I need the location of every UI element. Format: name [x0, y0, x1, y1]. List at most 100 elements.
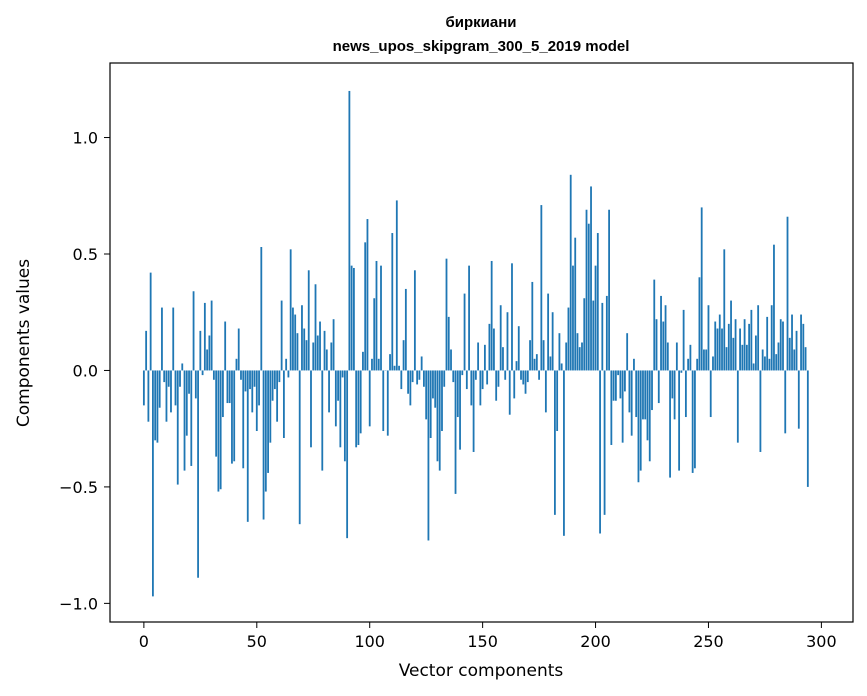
bar	[786, 216, 789, 371]
bar	[303, 328, 306, 371]
bar	[330, 342, 333, 371]
bar	[703, 349, 705, 371]
bar	[319, 321, 321, 371]
bar	[721, 328, 723, 371]
bar	[386, 370, 389, 436]
bar	[736, 370, 739, 443]
bar	[147, 370, 150, 422]
bar	[450, 349, 452, 371]
bar	[651, 370, 653, 411]
bar	[273, 370, 276, 390]
bar	[773, 244, 775, 371]
bar	[558, 333, 561, 371]
bar	[502, 347, 504, 371]
bar	[224, 321, 227, 371]
bar	[260, 247, 263, 371]
bar	[158, 370, 161, 408]
bar	[576, 333, 579, 371]
bar	[454, 370, 457, 494]
bar	[400, 370, 403, 390]
bar	[689, 344, 692, 371]
bar	[258, 370, 260, 406]
bar	[535, 354, 538, 371]
bar	[732, 337, 735, 371]
bar	[700, 207, 703, 371]
bar	[648, 370, 651, 462]
x-axis-label: Vector components	[399, 661, 564, 681]
bar	[219, 370, 222, 490]
bar	[371, 358, 373, 371]
bar	[754, 335, 757, 371]
bar	[181, 363, 184, 371]
bar	[612, 370, 615, 401]
bar	[206, 349, 209, 371]
bar	[142, 370, 145, 406]
bar	[592, 300, 595, 371]
bar	[332, 319, 335, 371]
bar	[298, 370, 301, 525]
bar	[443, 370, 446, 387]
bar	[698, 277, 701, 371]
bar	[522, 370, 525, 385]
bar	[231, 370, 233, 464]
bar	[432, 370, 434, 399]
bar	[766, 316, 769, 371]
bar	[587, 223, 590, 371]
bar	[716, 328, 719, 371]
bar	[605, 295, 608, 371]
bar	[373, 298, 376, 371]
bar	[269, 370, 272, 443]
bar	[194, 370, 197, 399]
x-tick-label: 250	[693, 632, 724, 651]
bar	[393, 365, 396, 371]
bar	[427, 370, 430, 541]
bar	[675, 342, 678, 371]
bar	[770, 305, 773, 371]
bar	[743, 319, 746, 371]
bar	[366, 219, 369, 371]
x-axis-ticks: 0 50 100 150 200 250 300	[139, 622, 837, 651]
y-tick-label: 0.5	[73, 245, 98, 264]
bar	[666, 342, 669, 371]
bar	[377, 358, 380, 371]
x-tick-label: 200	[580, 632, 611, 651]
bar	[316, 335, 319, 371]
bar	[172, 307, 175, 371]
bar	[493, 328, 495, 371]
bar	[310, 370, 312, 448]
bar	[709, 370, 712, 418]
bar	[526, 370, 529, 383]
bar	[312, 342, 315, 371]
bar	[553, 370, 556, 515]
bar	[244, 370, 247, 392]
bar	[362, 351, 364, 371]
chart-title-line2: news_upos_skipgram_300_5_2019 model	[333, 38, 630, 55]
bar	[438, 370, 441, 471]
bar	[804, 347, 807, 371]
chart-title-line1: биркиани	[445, 14, 516, 31]
bar	[441, 370, 443, 432]
bar	[170, 370, 172, 413]
bar	[495, 370, 498, 401]
bar	[472, 370, 475, 452]
bar	[337, 370, 339, 401]
bar	[409, 370, 412, 406]
bar	[608, 209, 611, 371]
bar	[619, 370, 622, 399]
bar	[436, 370, 439, 462]
bar	[637, 370, 640, 483]
bar	[145, 330, 148, 371]
bar	[418, 370, 421, 380]
bar	[154, 370, 157, 441]
bar	[684, 370, 687, 418]
bar	[664, 305, 667, 371]
bar	[517, 326, 520, 371]
x-tick-label: 150	[467, 632, 498, 651]
bar	[734, 319, 737, 371]
bar	[614, 370, 617, 401]
bar	[499, 305, 502, 371]
bar	[222, 370, 224, 418]
bar	[217, 370, 220, 492]
bar	[287, 370, 290, 378]
bar	[626, 333, 629, 371]
